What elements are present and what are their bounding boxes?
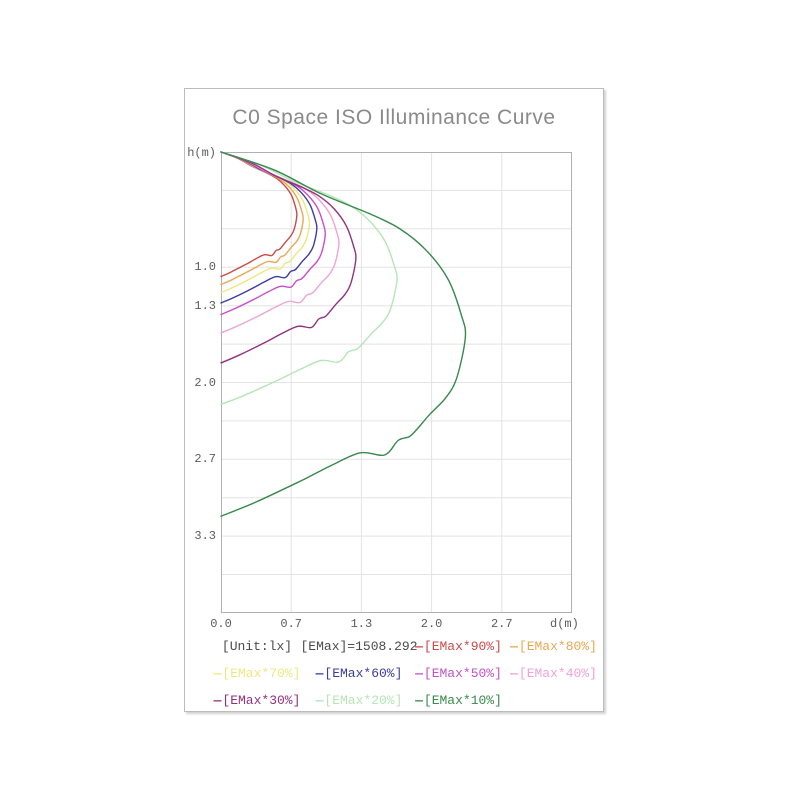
legend-label: [Unit:lx] <box>221 639 293 654</box>
legend-item-unit: [Unit:lx] <box>207 633 307 660</box>
legend-swatch: — <box>415 693 423 708</box>
legend-item-80: — [EMax*80%] <box>506 633 601 660</box>
legend-label: [EMax*90%] <box>423 639 502 654</box>
isolux-curve-10 <box>220 151 467 517</box>
legend-label: [EMax*70%] <box>222 666 301 681</box>
x-tick-label: 0.0 <box>210 617 232 631</box>
legend-label: [EMax]=1508.292 <box>300 639 418 654</box>
legend-label: [EMax*80%] <box>518 639 597 654</box>
legend-label: [EMax*40%] <box>518 666 597 681</box>
y-tick-label: 1.0 <box>194 260 216 275</box>
legend-item-50: — [EMax*50%] <box>411 660 506 687</box>
plot-frame <box>221 152 572 613</box>
legend-item-10: — [EMax*10%] <box>411 687 506 714</box>
legend-swatch: — <box>510 639 518 654</box>
legend-label: [EMax*50%] <box>423 666 502 681</box>
legend-swatch: — <box>315 666 324 681</box>
legend-swatch: — <box>213 666 222 681</box>
legend-label: [EMax*20%] <box>324 693 403 708</box>
isolux-curve-30 <box>220 151 357 364</box>
x-tick-label: 2.0 <box>420 617 443 631</box>
legend-item-20: — [EMax*20%] <box>307 687 411 714</box>
chart-card <box>184 88 604 712</box>
isolux-curve-20 <box>220 151 398 406</box>
legend-swatch: — <box>213 693 222 708</box>
legend-item-90: — [EMax*90%] <box>411 633 506 660</box>
chart-title: C0 Space ISO Illuminance Curve <box>232 106 556 129</box>
legend: [Unit:lx] [EMax]=1508.292— [EMax*90%] — [EMa… <box>207 633 607 714</box>
legend-item-30: — [EMax*30%] <box>207 687 307 714</box>
plot-svg <box>220 151 572 613</box>
x-tick-label: 2.7 <box>490 617 513 631</box>
legend-swatch: — <box>415 639 423 654</box>
x-axis-label: d(m) <box>550 617 579 631</box>
isolux-curve-90 <box>220 151 298 278</box>
legend-item-emax: [EMax]=1508.292 <box>300 633 417 660</box>
y-tick-label: 2.0 <box>194 375 216 390</box>
legend-swatch: — <box>415 666 423 681</box>
legend-label: [EMax*30%] <box>222 693 301 708</box>
legend-item-40: — [EMax*40%] <box>506 660 601 687</box>
legend-swatch: — <box>510 666 518 681</box>
x-tick-label: 1.3 <box>350 617 373 631</box>
legend-item-70: — [EMax*70%] <box>207 660 307 687</box>
y-tick-label: 2.7 <box>194 452 216 467</box>
y-tick-label: 1.3 <box>194 298 216 313</box>
y-axis-label: h(m) <box>187 146 216 160</box>
legend-swatch: — <box>315 693 324 708</box>
legend-label: [EMax*60%] <box>324 666 403 681</box>
x-tick-label: 0.7 <box>280 617 302 631</box>
y-tick-label: 3.3 <box>194 529 216 544</box>
legend-item-60: — [EMax*60%] <box>307 660 411 687</box>
legend-label: [EMax*10%] <box>423 693 502 708</box>
